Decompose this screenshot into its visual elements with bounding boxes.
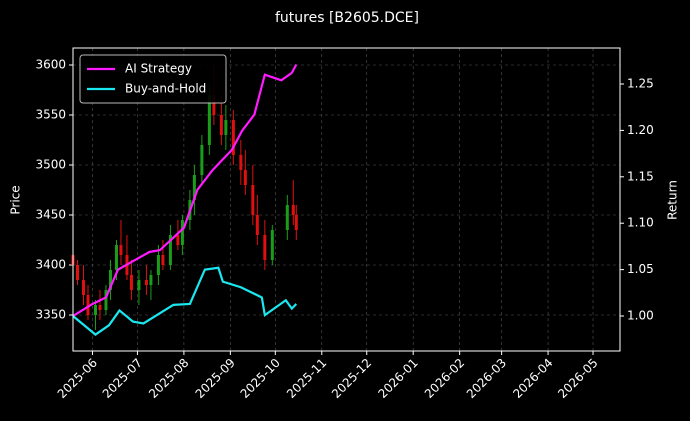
chart-title: futures [B2605.DCE]	[275, 10, 419, 26]
candle-body	[255, 215, 259, 235]
candle-body	[294, 215, 298, 230]
plot-frame	[72, 47, 621, 352]
candle-body	[156, 255, 160, 275]
x-tick-label: 2025-11	[284, 356, 329, 401]
x-tick-label: 2025-06	[55, 356, 100, 401]
candle-body	[192, 175, 196, 200]
y-tick-label: 3400	[35, 258, 66, 272]
candle-body	[98, 305, 102, 310]
candle-body	[149, 275, 153, 285]
candle-body	[108, 270, 112, 290]
candle-body	[144, 280, 148, 285]
y2-axis-label: Return	[666, 180, 680, 220]
candle-body	[219, 115, 223, 135]
y2-tick-label: 1.25	[627, 77, 654, 91]
candle-body	[285, 205, 289, 230]
candle-body	[81, 280, 85, 295]
y2-tick-label: 1.20	[627, 123, 654, 137]
candle-body	[251, 185, 255, 215]
candle-body	[207, 95, 211, 145]
candle-body	[129, 275, 133, 290]
y-tick-label: 3500	[35, 158, 66, 172]
line-series	[73, 63, 298, 317]
x-tick-label: 2026-05	[555, 356, 600, 401]
x-tick-label: 2025-07	[100, 356, 145, 401]
candle-body	[119, 245, 123, 255]
candle-body	[75, 265, 79, 280]
x-tick-label: 2025-12	[329, 356, 374, 401]
y-axis-label: Price	[9, 185, 23, 214]
candle-body	[104, 290, 108, 310]
y-tick-label: 3550	[35, 108, 66, 122]
candle-body	[114, 245, 118, 270]
line-series	[73, 266, 298, 336]
y2-tick-label: 1.00	[627, 309, 654, 323]
candle-body	[239, 155, 243, 170]
candle-body	[270, 230, 274, 260]
candle-body	[86, 295, 90, 315]
candle-body	[168, 235, 172, 265]
y-tick-label: 3600	[35, 58, 66, 72]
y-tick-label: 3450	[35, 208, 66, 222]
x-tick-label: 2025-09	[193, 356, 238, 401]
candle-body	[243, 170, 247, 185]
candle-body	[200, 145, 204, 175]
candle-body	[93, 305, 97, 315]
x-tick-label: 2025-08	[146, 356, 191, 401]
candle-body	[231, 120, 235, 155]
y2-tick-label: 1.15	[627, 169, 654, 183]
x-tick-label: 2026-01	[375, 356, 420, 401]
y-tick-label: 3350	[35, 308, 66, 322]
x-tick-label: 2025-10	[238, 356, 283, 401]
candle-body	[291, 205, 295, 215]
x-tick-label: 2026-04	[510, 356, 555, 401]
legend-label: Buy-and-Hold	[125, 82, 206, 96]
candle-body	[176, 235, 180, 245]
candle-body	[263, 235, 267, 260]
candle-body	[180, 220, 184, 245]
candle-body	[137, 280, 141, 290]
candle-body	[212, 95, 216, 115]
legend-label: AI Strategy	[125, 62, 192, 76]
x-tick-label: 2026-03	[464, 356, 509, 401]
candle-body	[161, 255, 165, 265]
legend-box	[79, 54, 227, 104]
y2-tick-label: 1.05	[627, 262, 654, 276]
y2-tick-label: 1.10	[627, 216, 654, 230]
x-tick-label: 2026-02	[422, 356, 467, 401]
candle-body	[224, 120, 228, 135]
